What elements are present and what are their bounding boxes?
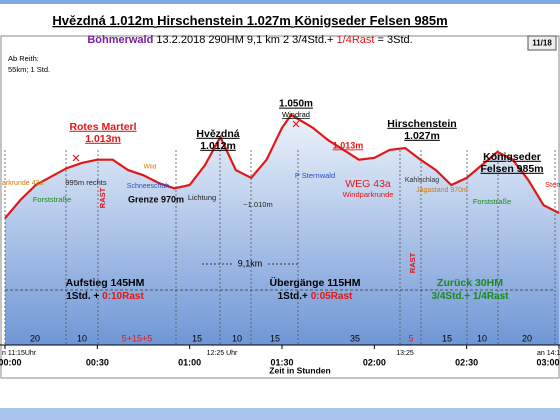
time-label: 13:25 — [396, 350, 414, 357]
segment-number: 10 — [77, 333, 87, 343]
origin-label: Ab Reith: — [8, 54, 39, 63]
section-rest: 0:05Rast — [311, 291, 353, 302]
section-walk: 3/4Std.+ — [432, 291, 471, 302]
badge: 11/18 — [532, 39, 552, 48]
profile-line — [4, 113, 560, 219]
section-time: 1Std.+ 0:05Rast — [278, 291, 353, 302]
annotation: Kahlschlag — [405, 177, 439, 184]
annotation: RAST — [98, 187, 107, 208]
segment-number: 15 — [270, 333, 280, 343]
annotation: arkrunde 43a — [2, 180, 43, 187]
annotation: Stern — [545, 180, 560, 189]
annotation: ~1.010m — [243, 200, 272, 209]
annotation: Schneeschuh — [127, 183, 170, 190]
annotation: Hirschenstein — [387, 118, 456, 130]
annotation: 995m rechts — [65, 178, 107, 187]
area-fill — [5, 114, 559, 346]
annotation: Forststraße — [33, 195, 71, 204]
x-tick-label: 03:00 — [536, 357, 559, 367]
x-tick-label: 02:30 — [455, 357, 478, 367]
annotation: Wild — [144, 164, 157, 171]
annotation: Königseder — [483, 151, 541, 163]
annotation: Lichtung — [188, 193, 216, 202]
annotation: 1.012m — [200, 140, 236, 152]
x-axis-label: Zeit in Stunden — [269, 365, 330, 375]
section-title: Aufstieg 145HM — [66, 277, 145, 289]
segment-number: 35 — [350, 333, 360, 343]
summit-marker — [292, 120, 300, 128]
frame — [0, 35, 560, 379]
annotation: 1.013m — [85, 133, 121, 145]
section-walk: 1Std.+ — [278, 291, 308, 302]
annotation: Felsen 985m — [480, 163, 543, 175]
annotation: Forststraße — [473, 197, 511, 206]
section-time: 1Std. + 0:10Rast — [66, 291, 144, 302]
annotation: 1.050m — [279, 99, 313, 110]
annotation: WEG 43a — [345, 178, 391, 190]
segment-number: 10 — [477, 333, 487, 343]
section-rest: 0:10Rast — [102, 291, 144, 302]
annotation: 1.027m — [404, 130, 440, 142]
time-label: n 11:15Uhr — [2, 350, 37, 357]
segment-number: 5 — [408, 333, 413, 343]
segment-number: 10 — [232, 333, 242, 343]
bottom-band — [0, 408, 560, 420]
summit-marker — [72, 154, 80, 162]
segment-number: 20 — [522, 333, 532, 343]
annotation: Grenze 970m — [128, 194, 184, 204]
chart-title: Hvězdná 1.012m Hirschenstein 1.027m Köni… — [52, 13, 447, 28]
annotation: 1.013m — [333, 140, 364, 150]
section-title: Übergänge 115HM — [269, 276, 360, 289]
section-time: 3/4Std.+ 1/4Rast — [432, 291, 510, 302]
segment-number: 20 — [30, 333, 40, 343]
segment-number: 15 — [192, 333, 202, 343]
annotation: RAST — [408, 252, 417, 273]
annotation: Windparkrunde — [343, 190, 394, 199]
x-tick-label: 01:00 — [178, 357, 201, 367]
section-walk: 1Std. + — [66, 291, 99, 302]
time-label: 12:25 Uhr — [207, 350, 238, 357]
distance: 9,1km — [238, 258, 263, 268]
annotation: Jagastand 970m — [416, 187, 468, 194]
subtitle: Böhmerwald 13.2.2018 290HM 9,1 km 2 3/4S… — [87, 34, 412, 46]
top-band — [0, 0, 560, 4]
x-tick-label: 02:00 — [363, 357, 386, 367]
section-rest: 1/4Rast — [473, 291, 509, 302]
section-title: Zurück 30HM — [437, 277, 503, 289]
x-tick-label: 00:30 — [86, 357, 109, 367]
time-label: an 14:1 — [537, 350, 560, 357]
x-tick-label: 01:30 — [270, 357, 293, 367]
badge-box — [527, 35, 557, 51]
segment-number: 5+15+5 — [122, 333, 153, 343]
x-tick-label: 00:00 — [0, 357, 22, 367]
annotation: P Sternwald — [295, 171, 335, 180]
annotation: Rotes Marterl — [69, 121, 136, 133]
annotation: Windrad — [282, 110, 310, 119]
annotation: Hvězdná — [196, 128, 239, 140]
segment-number: 15 — [442, 333, 452, 343]
origin-detail: 55km; 1 Std. — [8, 65, 50, 74]
